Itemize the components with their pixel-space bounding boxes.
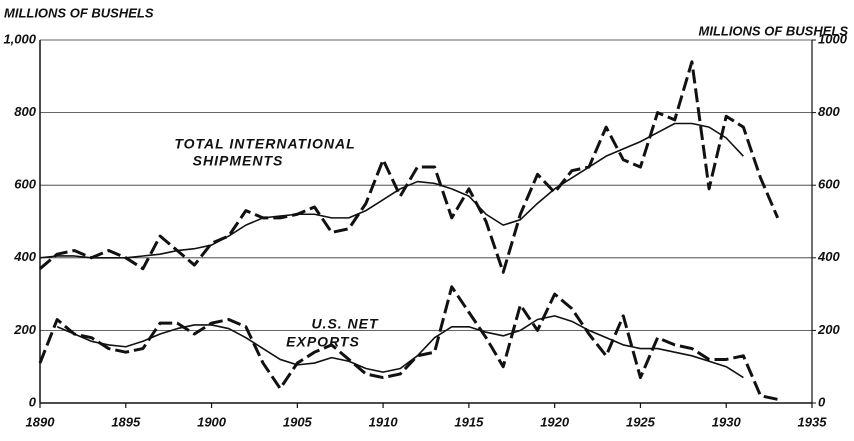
x-tick-label: 1900 [197,414,227,429]
y2-tick-label: 400 [817,249,840,264]
series-line [56,315,744,379]
y-tick-label: 200 [13,322,36,337]
x-tick-label: 1910 [369,414,399,429]
annotation: SHIPMENTS [193,153,284,169]
series-line [39,122,744,259]
y2-tick-label: 600 [818,177,840,192]
annotation: U.S. NET [311,316,379,332]
x-tick-label: 1925 [626,414,656,429]
x-tick-label: 1890 [26,414,56,429]
x-tick-label: 1935 [798,414,828,429]
x-tick-label: 1895 [111,414,141,429]
y2-tick-label: 200 [817,322,840,337]
y2-axis-label: MILLIONS OF BUSHELS [699,23,849,38]
y2-tick-label: 800 [818,104,840,119]
x-tick-label: 1930 [712,414,742,429]
series-line [38,285,778,401]
annotation: EXPORTS [286,334,360,350]
x-tick-label: 1920 [540,414,570,429]
annotation: TOTAL INTERNATIONAL [174,136,355,152]
x-tick-label: 1915 [454,414,484,429]
series-line [39,60,780,274]
y2-tick-label: 0 [818,394,826,409]
x-tick-label: 1905 [283,414,313,429]
y-tick-label: 800 [14,104,36,119]
y-tick-label: 1,000 [3,31,36,46]
y-tick-label: 0 [29,394,37,409]
y-tick-label: 400 [13,249,36,264]
y2-tick-label: 1000 [818,31,848,46]
y-axis-label: MILLIONS OF BUSHELS [4,5,154,20]
y-tick-label: 600 [14,177,36,192]
